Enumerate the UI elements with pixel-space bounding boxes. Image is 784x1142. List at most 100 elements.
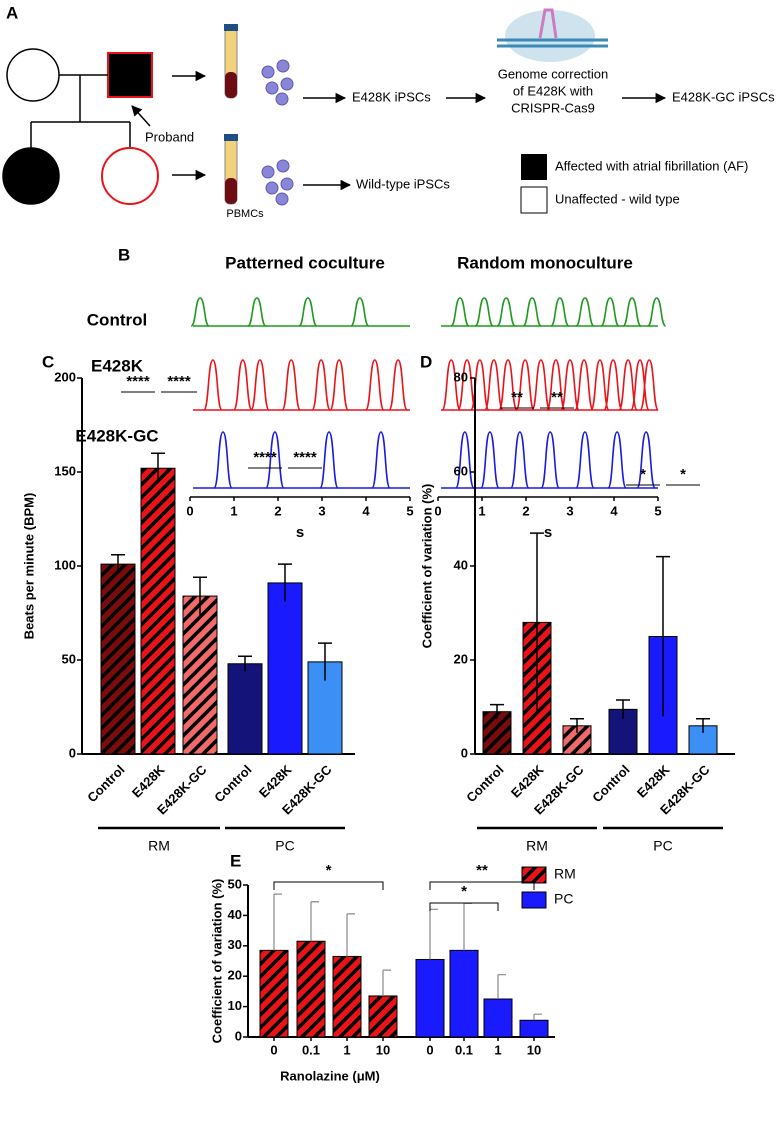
x-tick-label: 10 [376,1042,390,1057]
group-label: RM [148,838,170,854]
x-tick-label: 2 [274,503,281,518]
legend-label: PC [554,891,573,907]
x-tick-label: Control [84,762,127,805]
error-bar [111,553,125,574]
x-axis-label: s [544,524,552,541]
bar [267,582,303,755]
legend-swatch [521,891,547,909]
bar [140,467,176,755]
error-bar [616,699,630,719]
y-tick-label: 80 [454,369,468,384]
y-tick-label: 0 [69,745,76,760]
x-tick-label: 0 [186,503,193,518]
x-tick-label: 1 [494,1042,501,1057]
crispr-icon [497,8,608,62]
legend-swatch [521,154,547,180]
legend-label: RM [554,866,576,882]
y-tick-label: 40 [228,907,242,922]
x-tick-label: E428K [634,762,673,801]
trace-peak [298,297,318,327]
bar [519,1019,549,1038]
step-label: Wild-type iPSCs [356,176,450,191]
significance-label: * [680,466,686,483]
panel-label: C [42,352,54,371]
x-tick-label: 0.1 [302,1042,320,1057]
bar [182,595,218,755]
x-tick-label: 0 [434,503,441,518]
bar [227,663,263,755]
y-tick-label: 10 [228,998,242,1013]
significance-label: **** [167,373,191,390]
error-bar [570,718,584,733]
step-label: E428K-GC iPSCs [672,89,775,104]
trace-peak [470,359,490,411]
trace-peak [350,297,370,327]
y-tick-label: 50 [62,651,76,666]
cells [261,59,294,206]
trace-peak [522,297,542,327]
bar [100,563,136,755]
error-bar [318,642,332,681]
significance-bracket [273,881,384,890]
significance-label: ** [511,389,523,406]
panel-a: A Proband [2,3,775,220]
x-tick-label: 0 [426,1042,433,1057]
bar [483,998,513,1038]
error-bar [193,576,207,615]
trace-peak [233,359,253,411]
trace-peak [450,297,470,327]
x-tick-label: 0 [270,1042,277,1057]
legend-swatch [520,186,548,214]
error-bar [530,532,544,712]
step-label: of E428K with [513,83,593,98]
panel-label: D [420,352,432,371]
error-bar [382,969,391,996]
x-tick-label: 3 [318,503,325,518]
sample-label: PBMCs [226,208,264,220]
trace-peak [496,297,516,327]
trace-peak [484,359,504,411]
trace-peak [622,297,642,327]
y-tick-label: 20 [454,651,468,666]
trace-peak [213,431,233,489]
error-bar [497,974,506,999]
pedigree [2,48,159,205]
trace-peak [575,297,595,327]
trace-peak [190,297,210,327]
trace-peak [371,431,391,489]
legend-label: Affected with atrial fibrillation (AF) [555,158,748,173]
trace-peak [515,359,535,411]
trace-peak [311,359,331,411]
trace-peak [250,359,270,411]
y-tick-label: 60 [454,463,468,478]
trace-peak [590,359,610,411]
y-tick-label: 0 [235,1028,242,1043]
significance-label: ** [476,862,488,879]
significance-label: **** [126,373,150,390]
row-label: Control [87,310,147,329]
error-bar [429,908,438,960]
trace-peak [498,359,518,411]
x-tick-label: Control [211,762,254,805]
significance-label: * [640,466,646,483]
trace-peak [247,297,267,327]
trace-peak [647,297,667,327]
error-bar [310,901,319,942]
error-bar [151,452,165,484]
trace-peak [265,431,285,489]
x-tick-label: 2 [522,503,529,518]
y-axis-label: Beats per minute (BPM) [21,493,36,640]
x-tick-label: 4 [362,503,370,518]
trace-peak [546,359,566,411]
y-tick-label: 20 [228,968,242,983]
x-tick-label: 0.1 [455,1042,473,1057]
panel-title: Random monoculture [457,253,633,272]
error-bar [533,1013,542,1021]
bar [259,949,289,1038]
significance-label: ** [551,389,563,406]
x-tick-label: 4 [610,503,618,518]
trace-peak [319,431,339,489]
y-tick-label: 30 [228,937,242,952]
